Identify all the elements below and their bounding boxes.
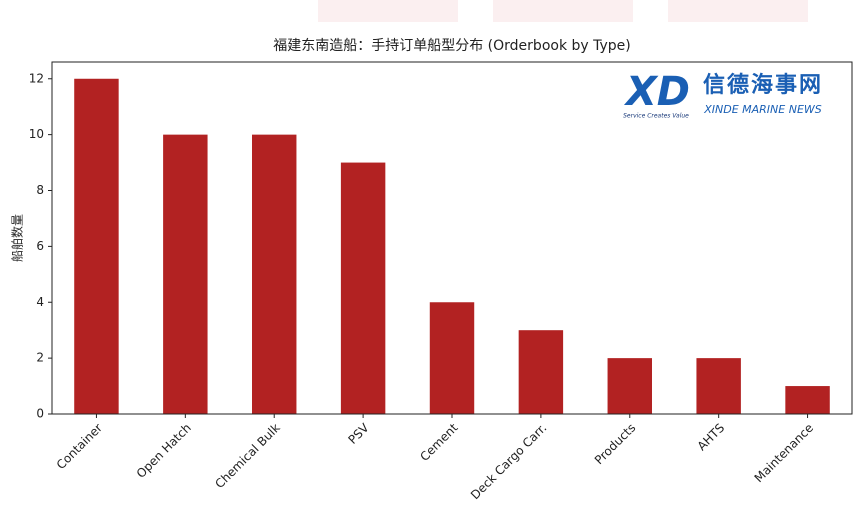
x-tick-label: Chemical Bulk xyxy=(212,421,282,491)
bar xyxy=(518,330,564,414)
backdrop-block xyxy=(668,0,808,22)
bar xyxy=(607,358,652,414)
y-tick-label: 10 xyxy=(29,127,44,141)
backdrop-block xyxy=(318,0,458,22)
x-tick-label: Open Hatch xyxy=(134,421,194,481)
logo-slogan: Service Creates Value xyxy=(623,113,689,120)
x-tick-label: Container xyxy=(54,421,105,472)
bar xyxy=(340,162,386,414)
y-tick-label: 6 xyxy=(36,239,44,253)
bar xyxy=(696,358,741,414)
y-tick-label: 0 xyxy=(36,407,44,421)
logo-name: 信德海事网 xyxy=(703,72,823,98)
logo-mark: XD xyxy=(623,69,690,115)
bar xyxy=(252,134,297,414)
backdrop-block xyxy=(493,0,633,22)
y-tick-label: 4 xyxy=(36,295,44,309)
y-axis-label: 船舶数量 xyxy=(10,214,25,262)
x-tick-label: Deck Cargo Carr. xyxy=(468,421,550,503)
logo: XD 信德海事网 XINDE MARINE NEWS Service Creat… xyxy=(623,69,823,120)
x-tick-label: Maintenance xyxy=(752,421,817,486)
y-tick-label: 2 xyxy=(36,351,44,365)
y-tick-label: 8 xyxy=(36,183,44,197)
x-tick-label: Cement xyxy=(417,420,460,463)
bar xyxy=(429,302,475,414)
plot-frame xyxy=(51,61,853,415)
x-tick-label: Products xyxy=(592,421,639,468)
x-tick-label: PSV xyxy=(346,420,373,447)
chart-title: 福建东南造船：手持订单船型分布 (Orderbook by Type) xyxy=(273,38,631,54)
bar xyxy=(785,386,830,414)
bar xyxy=(163,134,208,414)
x-tick-label: AHTS xyxy=(695,421,728,454)
logo-name-en: XINDE MARINE NEWS xyxy=(703,103,822,116)
y-tick-label: 12 xyxy=(29,71,44,85)
bar xyxy=(74,78,119,414)
